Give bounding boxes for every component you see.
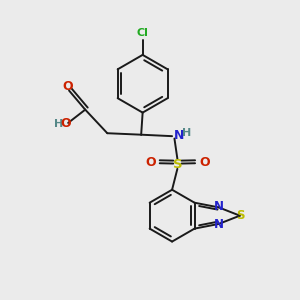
Text: N: N [214, 218, 224, 231]
Text: O: O [145, 156, 156, 169]
Text: H: H [182, 128, 191, 138]
Text: O: O [199, 156, 210, 169]
Text: S: S [172, 158, 182, 171]
Text: N: N [214, 200, 224, 213]
Text: S: S [236, 209, 245, 222]
Text: O: O [62, 80, 73, 93]
Text: Cl: Cl [137, 28, 148, 38]
Text: N: N [174, 129, 184, 142]
Text: O: O [60, 117, 70, 130]
Text: H: H [54, 119, 63, 129]
